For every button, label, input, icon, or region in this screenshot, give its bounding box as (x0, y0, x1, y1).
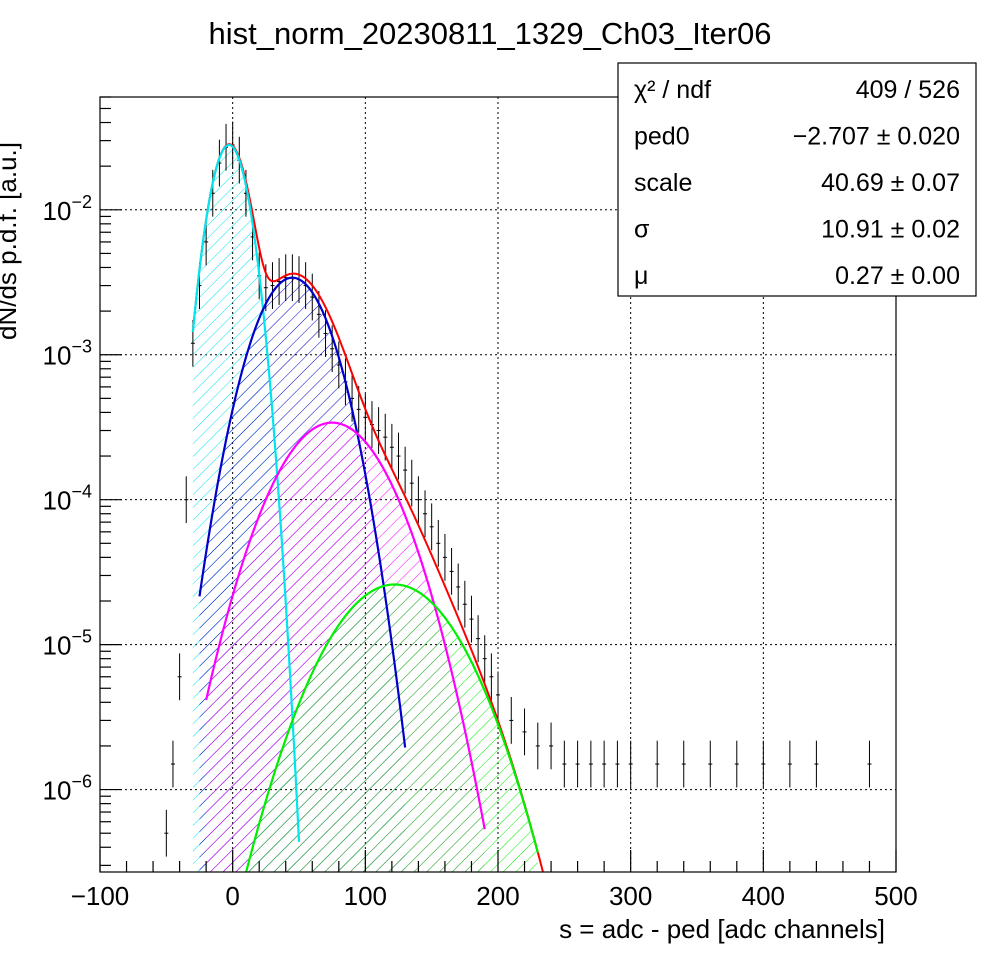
y-tick-label: 10−2 (43, 192, 92, 226)
stats-label: scale (634, 169, 692, 197)
stats-value: −2.707 ± 0.020 (793, 123, 960, 151)
histogram (164, 121, 872, 857)
component-curve (205, 421, 486, 830)
component-curve (198, 276, 407, 748)
y-tick-label: 10−5 (43, 627, 92, 661)
x-tick-label: 500 (874, 881, 917, 911)
component-curve (245, 583, 539, 872)
x-tick-label: 100 (344, 881, 387, 911)
component-curve (191, 143, 301, 842)
stats-value: 0.27 ± 0.00 (835, 262, 960, 290)
stats-label: μ (634, 262, 648, 290)
x-tick-label: 0 (225, 881, 239, 911)
component-fill (245, 584, 538, 872)
stats-value: 10.91 ± 0.02 (821, 216, 960, 244)
x-tick-label: 400 (742, 881, 785, 911)
x-axis: −100 0 100 200 300 400 500 (71, 850, 918, 911)
stats-label: σ (634, 216, 650, 244)
chart-title: hist_norm_20230811_1329_Ch03_Iter06 (208, 16, 771, 51)
stats-box-frame (617, 62, 977, 297)
y-axis-title: dN/ds p.d.f. [a.u.] (0, 142, 22, 340)
y-axis: 10−6 10−5 10−4 10−3 10−2 (43, 96, 122, 866)
y-tick-label: 10−3 (43, 337, 92, 371)
stats-box: χ² / ndf 409 / 526 ped0 −2.707 ± 0.020 scale… (617, 62, 977, 297)
stats-label: χ² / ndf (634, 76, 711, 104)
stats-value: 409 / 526 (856, 76, 960, 104)
y-tick-label: 10−4 (43, 482, 92, 516)
y-tick-label: 10−6 (43, 772, 92, 806)
fit-curves (191, 143, 545, 872)
component-fills (192, 144, 538, 872)
stats-value: 40.69 ± 0.07 (821, 169, 960, 197)
x-tick-label: −100 (71, 881, 130, 911)
stats-label: ped0 (634, 123, 690, 151)
x-tick-label: 300 (609, 881, 652, 911)
x-axis-title: s = adc - ped [adc channels] (559, 914, 885, 944)
x-tick-label: 200 (476, 881, 519, 911)
